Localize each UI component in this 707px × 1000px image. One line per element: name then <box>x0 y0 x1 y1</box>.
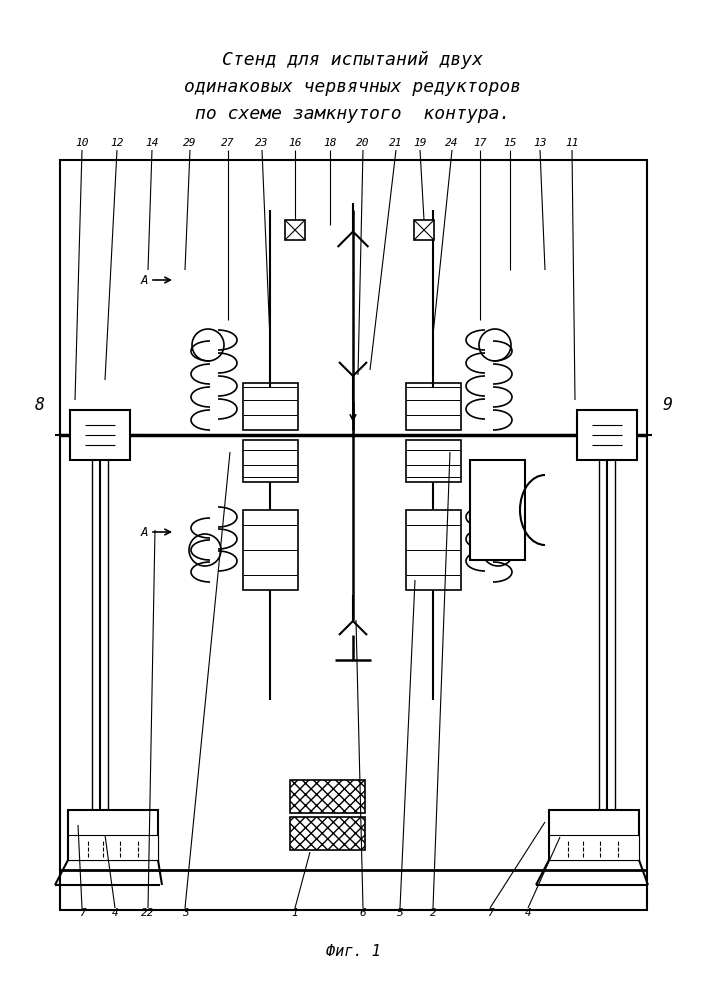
Bar <box>290 780 365 813</box>
Text: 9: 9 <box>662 396 672 414</box>
Text: 21: 21 <box>390 138 403 148</box>
Bar <box>406 510 461 590</box>
Text: 17: 17 <box>473 138 486 148</box>
Text: 7: 7 <box>78 908 86 918</box>
Text: 16: 16 <box>288 138 302 148</box>
Text: 6: 6 <box>360 908 366 918</box>
Text: 10: 10 <box>75 138 89 148</box>
Text: 19: 19 <box>414 138 427 148</box>
Text: 1: 1 <box>291 908 298 918</box>
Text: 20: 20 <box>356 138 370 148</box>
Bar <box>243 383 298 430</box>
Text: 27: 27 <box>221 138 235 148</box>
Text: 22: 22 <box>141 908 155 918</box>
Text: 2: 2 <box>430 908 436 918</box>
Bar <box>406 440 461 482</box>
Text: Стенд для испытаний двух: Стенд для испытаний двух <box>223 51 484 69</box>
Text: 15: 15 <box>503 138 517 148</box>
Text: по схеме замкнутого  контура.: по схеме замкнутого контура. <box>195 105 510 123</box>
Bar <box>68 810 158 860</box>
Bar <box>549 810 639 860</box>
Bar <box>290 817 365 850</box>
Text: 8: 8 <box>35 396 45 414</box>
Text: 24: 24 <box>445 138 459 148</box>
Text: Фиг. 1: Фиг. 1 <box>326 944 380 960</box>
Text: 4: 4 <box>112 908 118 918</box>
Bar <box>70 410 130 460</box>
Bar <box>285 220 305 240</box>
Text: A: A <box>141 526 148 538</box>
Text: 5: 5 <box>397 908 404 918</box>
Text: 18: 18 <box>323 138 337 148</box>
Bar <box>577 410 637 460</box>
Bar <box>68 835 158 860</box>
Bar <box>414 220 434 240</box>
Text: A: A <box>141 273 148 286</box>
Bar <box>549 835 639 860</box>
Bar <box>243 510 298 590</box>
Bar <box>243 440 298 482</box>
Text: 7: 7 <box>486 908 493 918</box>
Text: 29: 29 <box>183 138 197 148</box>
Text: 12: 12 <box>110 138 124 148</box>
Text: 13: 13 <box>533 138 547 148</box>
Bar <box>406 383 461 430</box>
Text: одинаковых червячных редукторов: одинаковых червячных редукторов <box>185 78 522 96</box>
Text: 23: 23 <box>255 138 269 148</box>
Text: 4: 4 <box>525 908 532 918</box>
Text: 14: 14 <box>145 138 159 148</box>
Bar <box>60 160 647 910</box>
Text: 11: 11 <box>566 138 579 148</box>
Bar <box>470 460 525 560</box>
Text: 3: 3 <box>182 908 188 918</box>
